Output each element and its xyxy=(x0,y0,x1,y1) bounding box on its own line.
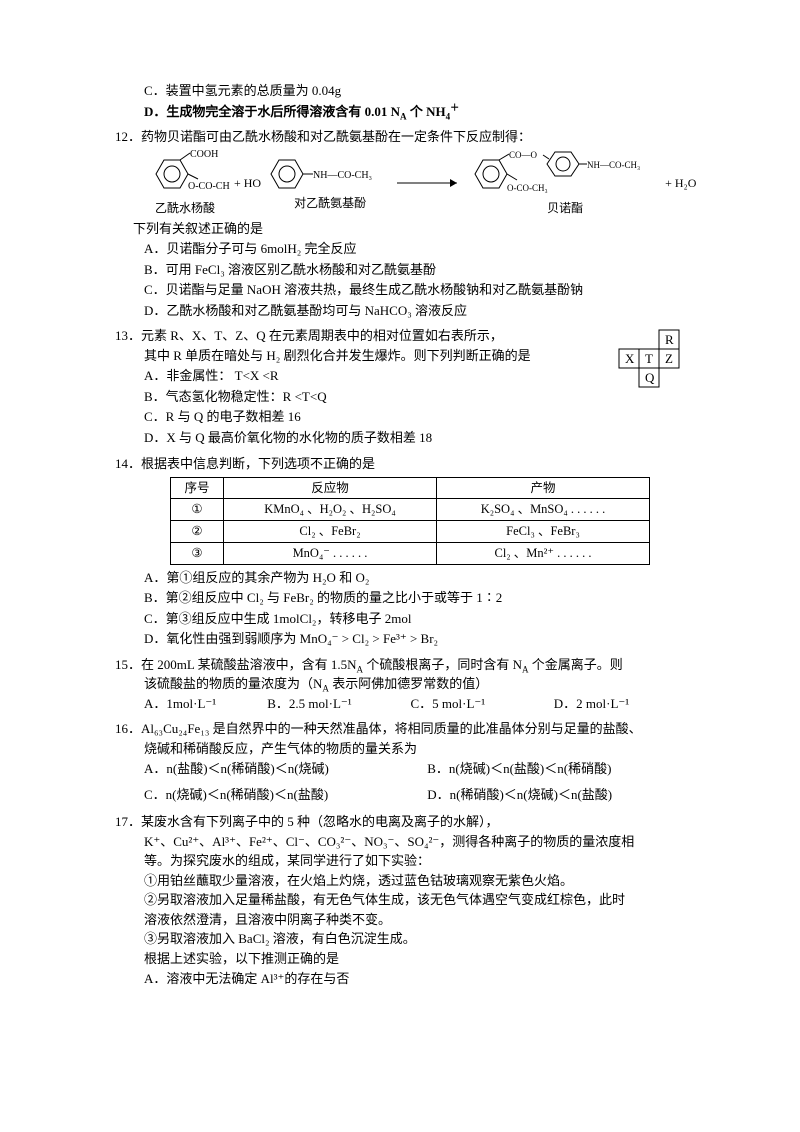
svg-text:R: R xyxy=(665,332,674,347)
question-14: 14． 根据表中信息判断，下列选项不正确的是 序号 反应物 产物 ① KMnO₄… xyxy=(115,454,705,649)
option-d: D．n(稀硝酸)＜n(烧碱)＜n(盐酸) xyxy=(427,787,612,802)
option-d: D．氧化性由强到弱顺序为 MnO₄⁻ > Cl₂ > Fe³⁺ > Br₂ xyxy=(144,629,705,649)
table-row: ② Cl₂ 、FeBr₂ FeCl₃ 、FeBr₃ xyxy=(171,521,650,543)
option-d: D．2 mol·L⁻¹ xyxy=(554,694,629,714)
molecule-benorilate: CO—O O-CO-CH₃ NH—CO-CH₃ 贝诺酯 xyxy=(465,149,665,217)
svg-text:Q: Q xyxy=(645,370,655,385)
molecule-aspirin: COOH O-CO-CH₃ 乙酰水杨酸 xyxy=(140,149,230,217)
question-stem: 15． 在 200mL 某硫酸盐溶液中，含有 1.5NA 个硫酸根离子，同时含有… xyxy=(115,655,705,675)
svg-text:Z: Z xyxy=(665,351,673,366)
options-17: A．溶液中无法确定 Al³⁺的存在与否 xyxy=(144,969,705,989)
step-2b: 溶液依然澄清，且溶液中阴离子种类不变。 xyxy=(144,910,705,930)
svg-text:T: T xyxy=(645,351,653,366)
reaction-table: 序号 反应物 产物 ① KMnO₄ 、H₂O₂ 、H₂SO₄ K₂SO₄ 、Mn… xyxy=(170,477,650,565)
question-12: 12． 药物贝诺酯可由乙酰水杨酸和对乙酰氨基酚在一定条件下反应制得： COOH … xyxy=(115,127,705,320)
options-16: A．n(盐酸)＜n(稀硝酸)＜n(烧碱) B．n(烧碱)＜n(盐酸)＜n(稀硝酸… xyxy=(144,759,705,804)
reaction-scheme: COOH O-CO-CH₃ 乙酰水杨酸 + HO NH—CO-CH₃ 对乙酰氨基… xyxy=(140,149,705,217)
benzene-icon: NH—CO-CH₃ xyxy=(265,154,395,194)
question-number: 12． xyxy=(115,127,141,147)
option-a: A．贝诺酯分子可与 6molH₂ 完全反应 xyxy=(144,239,705,259)
prompt: 下列有关叙述正确的是 xyxy=(133,219,705,239)
question-11-tail: C．装置中氢元素的总质量为 0.04g D．生成物完全溶于水后所得溶液含有 0.… xyxy=(115,81,705,121)
option-c: C．n(烧碱)＜n(稀硝酸)＜n(盐酸) xyxy=(144,785,424,805)
molecule-paracetamol: NH—CO-CH₃ 对乙酰氨基酚 xyxy=(265,154,395,212)
question-15: 15． 在 200mL 某硫酸盐溶液中，含有 1.5NA 个硫酸根离子，同时含有… xyxy=(115,655,705,714)
table-header-row: 序号 反应物 产物 xyxy=(171,477,650,499)
option-b: B．第②组反应中 Cl₂ 与 FeBr₂ 的物质的量之比小于或等于 1∶2 xyxy=(144,588,705,608)
ion-list: K⁺、Cu²⁺、Al³⁺、Fe²⁺、Cl⁻、CO₃²⁻、NO₃⁻、SO₄²⁻，测… xyxy=(144,832,705,852)
option-c: C．5 mol·L⁻¹ xyxy=(411,694,551,714)
option-c: C．贝诺酯与足量 NaOH 溶液共热，最终生成乙酰水杨酸钠和对乙酰氨基酚钠 xyxy=(144,280,705,300)
row2: C．n(烧碱)＜n(稀硝酸)＜n(盐酸) D．n(稀硝酸)＜n(烧碱)＜n(盐酸… xyxy=(144,785,705,805)
step-2a: ②另取溶液加入足量稀盐酸，有无色气体生成，该无色气体遇空气变成红棕色，此时 xyxy=(144,890,705,910)
table-row: ① KMnO₄ 、H₂O₂ 、H₂SO₄ K₂SO₄ 、MnSO₄ . . . … xyxy=(171,499,650,521)
svg-text:COOH: COOH xyxy=(190,149,218,160)
options-14: A．第①组反应的其余产物为 H₂O 和 O₂ B．第②组反应中 Cl₂ 与 Fe… xyxy=(144,568,705,649)
option-a: A．n(盐酸)＜n(稀硝酸)＜n(烧碱) xyxy=(144,759,424,779)
option-c: C．第③组反应中生成 1molCl₂，转移电子 2mol xyxy=(144,609,705,629)
question-number: 17． xyxy=(115,812,141,832)
conclusion: 根据上述实验，以下推测正确的是 xyxy=(144,949,705,969)
step-1: ①用铂丝蘸取少量溶液，在火焰上灼烧，透过蓝色钴玻璃观察无紫色火焰。 xyxy=(144,871,705,891)
option-a: A．溶液中无法确定 Al³⁺的存在与否 xyxy=(144,969,705,989)
question-stem: 17． 某废水含有下列离子中的 5 种（忽略水的电离及离子的水解）， xyxy=(115,812,705,832)
arrow-icon xyxy=(395,173,465,193)
option-d: D．乙酰水杨酸和对乙酰氨基酚均可与 NaHCO₃ 溶液反应 xyxy=(144,301,705,321)
option-c: C．R 与 Q 的电子数相差 16 xyxy=(144,407,705,427)
option-c: C．装置中氢元素的总质量为 0.04g xyxy=(144,81,705,101)
question-stem: 14． 根据表中信息判断，下列选项不正确的是 xyxy=(115,454,705,474)
option-d: D．生成物完全溶于水后所得溶液含有 0.01 NA 个 NH4＋ xyxy=(144,102,705,122)
table-row: ③ MnO₄⁻ . . . . . . Cl₂ 、Mn²⁺ . . . . . … xyxy=(171,542,650,564)
question-13: R X T Z Q 13． 元素 R、X、T、Z、Q 在元素周期表中的相对位置如… xyxy=(115,326,705,448)
question-number: 15． xyxy=(115,655,141,675)
question-17: 17． 某废水含有下列离子中的 5 种（忽略水的电离及离子的水解）， K⁺、Cu… xyxy=(115,812,705,989)
benzene-icon: COOH O-CO-CH₃ xyxy=(140,149,230,199)
periodic-table-fragment: R X T Z Q xyxy=(615,328,685,390)
option-a: A．第①组反应的其余产物为 H₂O 和 O₂ xyxy=(144,568,705,588)
svg-text:O-CO-CH₃: O-CO-CH₃ xyxy=(507,183,548,193)
question-stem: 16． Al₆₃Cu₂₄Fe₁₃ 是自然界中的一种天然准晶体，将相同质量的此准晶… xyxy=(115,719,705,739)
svg-text:CO—O: CO—O xyxy=(509,150,538,160)
benzene-icon: CO—O O-CO-CH₃ NH—CO-CH₃ xyxy=(465,149,665,199)
svg-text:NH—CO-CH₃: NH—CO-CH₃ xyxy=(587,160,640,170)
svg-text:NH—CO-CH₃: NH—CO-CH₃ xyxy=(313,170,372,181)
svg-text:O-CO-CH₃: O-CO-CH₃ xyxy=(188,181,230,192)
question-16: 16． Al₆₃Cu₂₄Fe₁₃ 是自然界中的一种天然准晶体，将相同质量的此准晶… xyxy=(115,719,705,804)
question-number: 13． xyxy=(115,326,141,346)
options-11: C．装置中氢元素的总质量为 0.04g D．生成物完全溶于水后所得溶液含有 0.… xyxy=(144,81,705,121)
row1: A．n(盐酸)＜n(稀硝酸)＜n(烧碱) B．n(烧碱)＜n(盐酸)＜n(稀硝酸… xyxy=(144,759,705,779)
question-number: 16． xyxy=(115,719,141,739)
plus-water: + H₂O xyxy=(665,174,696,192)
question-stem: 13． 元素 R、X、T、Z、Q 在元素周期表中的相对位置如右表所示， xyxy=(115,326,607,346)
question-number: 14． xyxy=(115,454,141,474)
option-b: B．可用 FeCl₃ 溶液区别乙酰水杨酸和对乙酰氨基酚 xyxy=(144,260,705,280)
option-d: D．X 与 Q 最高价氧化物的水化物的质子数相差 18 xyxy=(144,428,705,448)
question-stem: 12． 药物贝诺酯可由乙酰水杨酸和对乙酰氨基酚在一定条件下反应制得： xyxy=(115,127,705,147)
step-3: ③另取溶液加入 BaCl₂ 溶液，有白色沉淀生成。 xyxy=(144,929,705,949)
plus: + HO xyxy=(234,174,261,192)
option-a: A．1mol·L⁻¹ xyxy=(144,694,264,714)
option-b: B．n(烧碱)＜n(盐酸)＜n(稀硝酸) xyxy=(427,761,611,776)
options-15: A．1mol·L⁻¹ B．2.5 mol·L⁻¹ C．5 mol·L⁻¹ D．2… xyxy=(144,694,705,714)
options-12: A．贝诺酯分子可与 6molH₂ 完全反应 B．可用 FeCl₃ 溶液区别乙酰水… xyxy=(144,239,705,320)
svg-text:X: X xyxy=(625,351,635,366)
option-b: B．2.5 mol·L⁻¹ xyxy=(267,694,407,714)
